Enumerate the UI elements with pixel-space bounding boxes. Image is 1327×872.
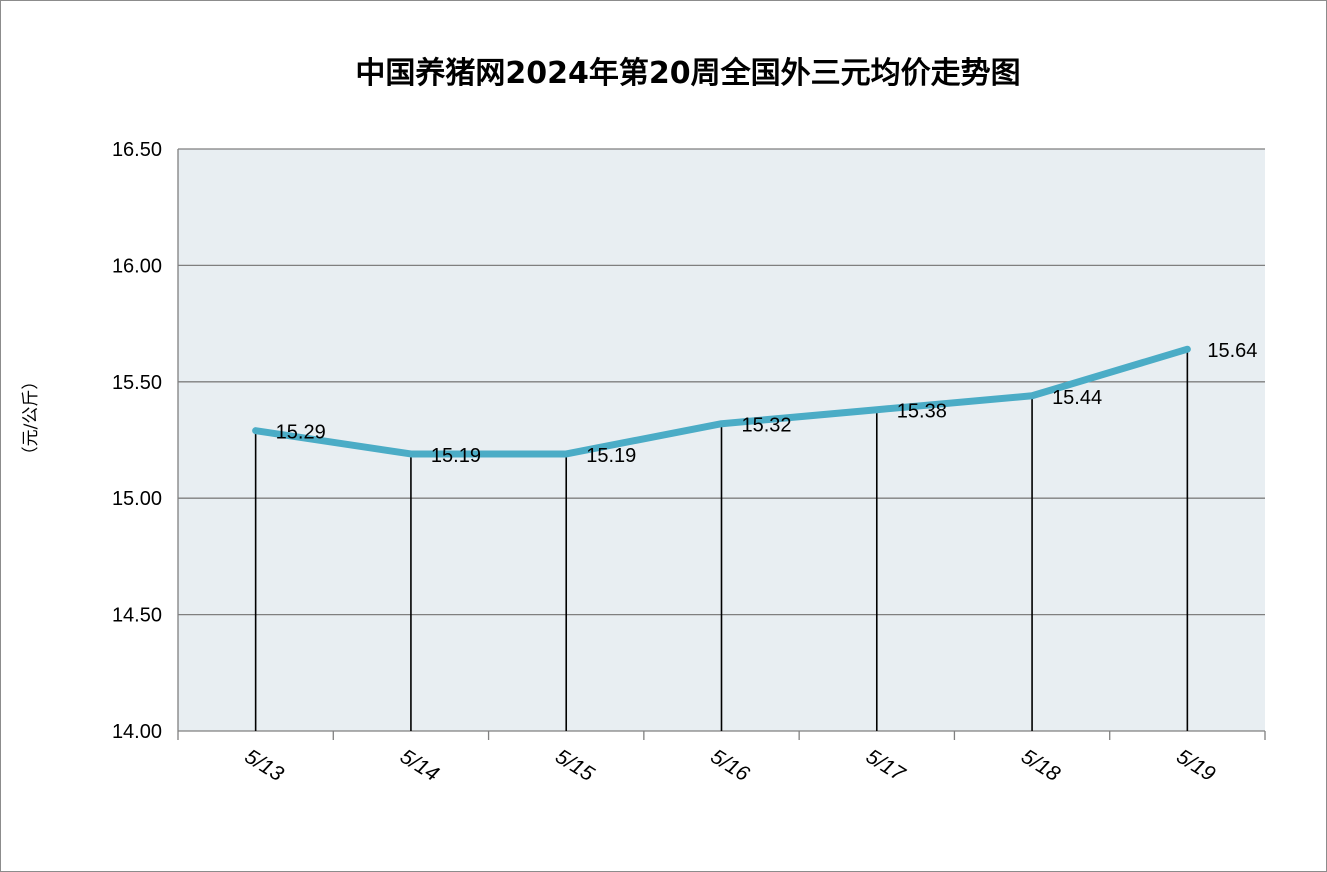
- data-label: 15.19: [586, 445, 636, 467]
- data-point: [1184, 346, 1191, 353]
- data-label: 15.38: [897, 401, 947, 423]
- plot-area: 14.00 14.50 15.00 15.50 16.00 16.50 5/13 5/14 5/…: [112, 139, 1266, 787]
- data-label: 15.32: [742, 415, 792, 437]
- data-point: [563, 450, 570, 457]
- data-point: [252, 427, 259, 434]
- chart-title: 中国养猪网2024年第20周全国外三元均价走势图: [355, 56, 1020, 91]
- data-label: 15.29: [276, 422, 326, 444]
- y-tick-label: 14.50: [112, 605, 162, 627]
- data-label: 15.19: [431, 445, 481, 467]
- data-point: [1029, 392, 1036, 399]
- data-point: [873, 406, 880, 413]
- x-tick-label: 5/18: [1017, 745, 1064, 786]
- y-tick-label: 15.50: [112, 372, 162, 394]
- x-tick-label: 5/17: [862, 745, 910, 787]
- x-tick-label: 5/15: [551, 745, 598, 786]
- y-tick-label: 16.50: [112, 139, 162, 161]
- data-label: 15.64: [1207, 340, 1257, 362]
- y-tick-label: 15.00: [112, 488, 162, 510]
- data-point: [407, 450, 414, 457]
- x-tick-label: 5/13: [241, 745, 288, 786]
- y-axis-label: （元/公斤）: [21, 373, 41, 464]
- x-tick-label: 5/19: [1172, 745, 1219, 786]
- y-tick-label: 16.00: [112, 255, 162, 277]
- x-tick-label: 5/14: [396, 745, 443, 786]
- data-point: [718, 420, 725, 427]
- y-tick-label: 14.00: [112, 721, 162, 743]
- x-tick-label: 5/16: [707, 745, 754, 786]
- data-label: 15.44: [1052, 387, 1102, 409]
